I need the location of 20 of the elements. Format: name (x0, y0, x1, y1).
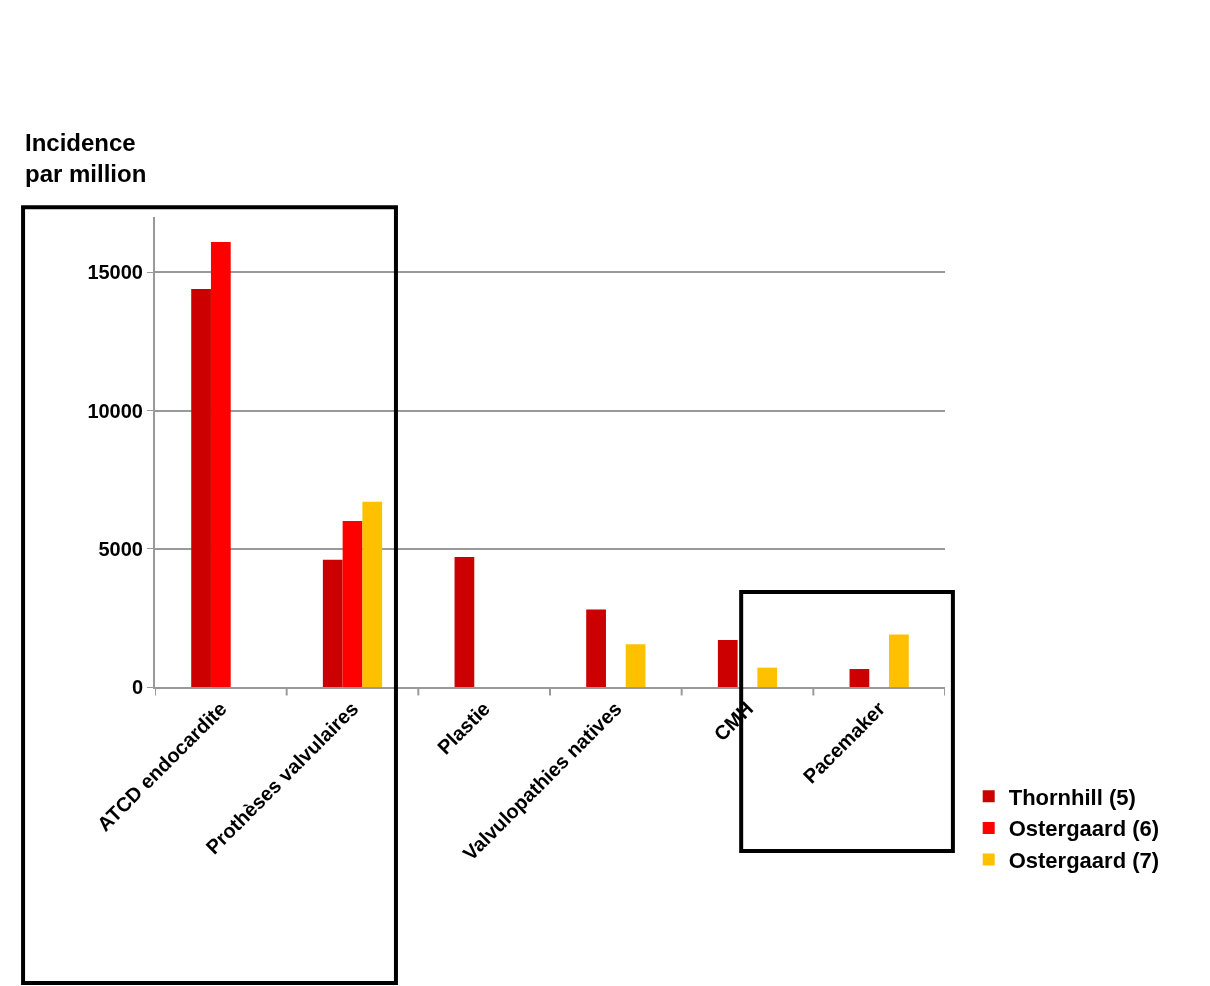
y-tick-label: 0 (131, 676, 143, 698)
bar (454, 557, 475, 687)
bar (362, 501, 383, 687)
y-tick-label: 5000 (98, 537, 143, 560)
bar (342, 521, 363, 687)
bar (889, 634, 909, 687)
y-tick-label: 10000 (87, 399, 143, 422)
bar (849, 669, 870, 687)
bar (191, 288, 211, 687)
legend-label: Ostergaard (6) (1008, 816, 1160, 842)
bar (717, 640, 738, 687)
bar (757, 667, 778, 687)
bar (625, 644, 646, 687)
y-tick-label: 15000 (87, 261, 143, 284)
y-axis-title: Incidence par million (25, 129, 147, 188)
legend-label: Thornhill (5) (1008, 784, 1136, 810)
legend-label: Ostergaard (7) (1008, 848, 1160, 874)
bar (210, 241, 231, 687)
bar (322, 559, 343, 687)
bar (586, 609, 606, 687)
